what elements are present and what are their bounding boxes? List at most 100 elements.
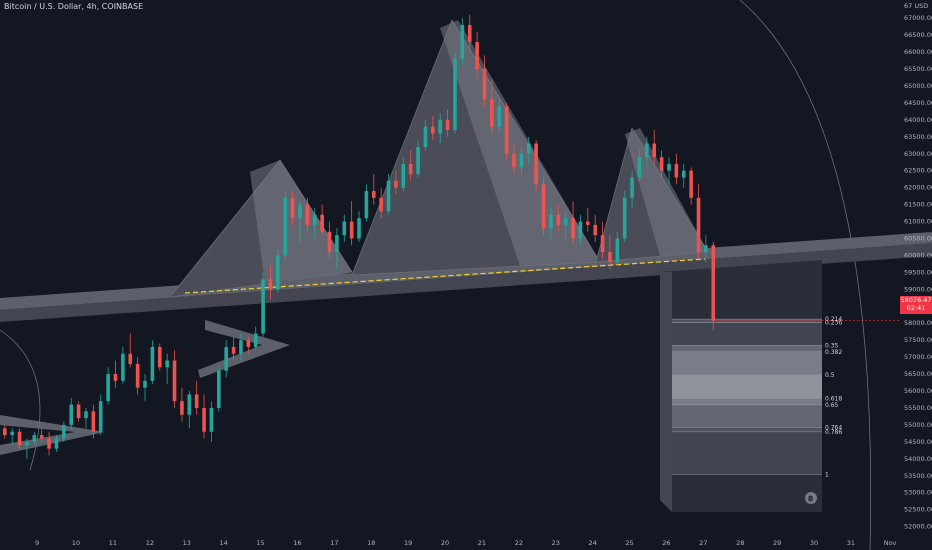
right-shoulder-edge (625, 128, 708, 256)
x-tick-label: 25 (625, 539, 633, 547)
candle-body-17 (128, 353, 133, 364)
candle-body-92 (681, 170, 686, 178)
fib-label-0.65: 0.65 (825, 402, 839, 409)
y-tick-label: 52000.00 (904, 523, 932, 531)
head-edge (440, 20, 600, 266)
chart-title: Bitcoin / U.S. Dollar, 4h, COINBASE (4, 2, 144, 11)
x-tick-label: 15 (256, 539, 264, 547)
x-tick-label: 16 (293, 539, 301, 547)
candle-body-6 (47, 438, 51, 449)
y-tick-label: 60000.00 (904, 251, 932, 259)
x-tick-label: 10 (72, 539, 80, 547)
candle-body-87 (645, 143, 649, 158)
candle-body-60 (445, 119, 450, 131)
candle-body-49 (364, 191, 369, 219)
fib-zone-0.382 (672, 351, 822, 376)
candle-body-80 (593, 224, 597, 236)
y-tick-label: 65000.00 (904, 82, 932, 90)
fib-zone-0.618 (672, 398, 822, 405)
y-tick-label: 64500.00 (904, 99, 932, 107)
candle-body-94 (696, 197, 701, 253)
candle-body-48 (357, 218, 361, 239)
y-tick-label: 56500.00 (904, 370, 932, 378)
fib-label-0.5: 0.5 (825, 372, 835, 379)
fib-zone-0.5 (672, 375, 822, 399)
y-tick-label: 62500.00 (904, 167, 932, 175)
fib-zone-0.35 (672, 345, 822, 352)
y-tick-label: 63500.00 (904, 133, 932, 141)
y-tick-label: 59500.00 (904, 268, 932, 276)
candle-body-77 (571, 218, 575, 239)
bar-countdown: 02:41 (906, 304, 926, 312)
x-tick-label: 21 (478, 539, 486, 547)
candle-body-10 (76, 404, 81, 419)
y-axis: 52000.00 52500.00 53000.00 53500.00 54000.00… (904, 2, 932, 531)
fib-zone-0.65 (672, 404, 822, 428)
y-tick-label: 59000.00 (904, 285, 932, 293)
candle-body-21 (157, 346, 162, 368)
y-tick-label: 57500.00 (904, 336, 932, 344)
candle-body-44 (327, 231, 332, 253)
last-price-value: 58076.47 (900, 296, 932, 304)
fib-zone-0.236 (672, 322, 822, 346)
candle-body-47 (349, 221, 354, 239)
candle-body-68 (504, 106, 509, 154)
candle-body-30 (224, 346, 228, 371)
bitcoin-glyph: ฿ (808, 494, 814, 503)
candle-body-33 (246, 340, 251, 347)
candle-body-25 (187, 394, 192, 415)
candle-body-95 (704, 245, 708, 253)
candle-body-18 (135, 363, 140, 388)
candle-body-58 (431, 126, 435, 134)
candle-body-36 (268, 279, 273, 290)
x-tick-label: 9 (35, 539, 39, 547)
y-tick-label: 66000.00 (904, 48, 932, 56)
candle-body-61 (453, 58, 457, 131)
y-tick-label: 58000.00 (904, 319, 932, 327)
candle-body-13 (98, 401, 103, 432)
candle-body-54 (401, 163, 406, 188)
candle-body-45 (335, 235, 339, 253)
y-tick-label: 64000.00 (904, 116, 932, 124)
candle-body-89 (659, 157, 664, 171)
x-tick-label: 30 (810, 539, 818, 547)
fib-label-0.786: 0.786 (825, 429, 842, 436)
x-tick-label: 17 (330, 539, 338, 547)
candle-body-75 (556, 214, 561, 225)
candle-body-53 (394, 180, 398, 188)
bitcoin-icon (805, 492, 817, 504)
x-axis: 9 10 11 12 13 14 15 16 17 18 19 20 21 22 23 24 25 26 27 28 2… (35, 539, 897, 547)
candle-body-29 (217, 370, 221, 408)
candle-body-59 (438, 119, 443, 134)
y-tick-label: 61500.00 (904, 201, 932, 209)
fib-label-0.382: 0.382 (825, 349, 842, 356)
candle-body-5 (39, 435, 44, 439)
x-tick-label: 13 (183, 539, 191, 547)
last-price-tag: 58076.47 02:41 (900, 296, 932, 314)
candle-body-27 (202, 407, 206, 432)
x-tick-label: 22 (515, 539, 523, 547)
x-tick-label: 29 (773, 539, 781, 547)
y-tick-label: 66500.00 (904, 31, 932, 39)
y-tick-label: 55500.00 (904, 404, 932, 412)
x-tick-label: 11 (109, 539, 117, 547)
candle-body-72 (534, 143, 538, 185)
x-tick-label: 20 (441, 539, 449, 547)
candle-body-91 (674, 163, 679, 178)
candle-body-9 (69, 404, 74, 425)
candle-body-76 (563, 218, 568, 225)
candle-body-11 (84, 411, 88, 419)
candle-body-8 (62, 424, 66, 439)
candle-body-7 (54, 438, 59, 449)
fib-label-0.764: 0.764 (825, 424, 842, 431)
candle-body-64 (475, 41, 479, 70)
y-tick-label: 67000.00 (904, 14, 932, 22)
candle-body-67 (497, 106, 502, 127)
neckline-band-side (0, 243, 932, 322)
candle-body-90 (667, 163, 671, 171)
fib-label-0.214: 0.214 (825, 316, 842, 323)
candle-body-50 (371, 191, 376, 198)
candle-body-57 (423, 126, 428, 147)
candle-body-84 (622, 197, 627, 239)
